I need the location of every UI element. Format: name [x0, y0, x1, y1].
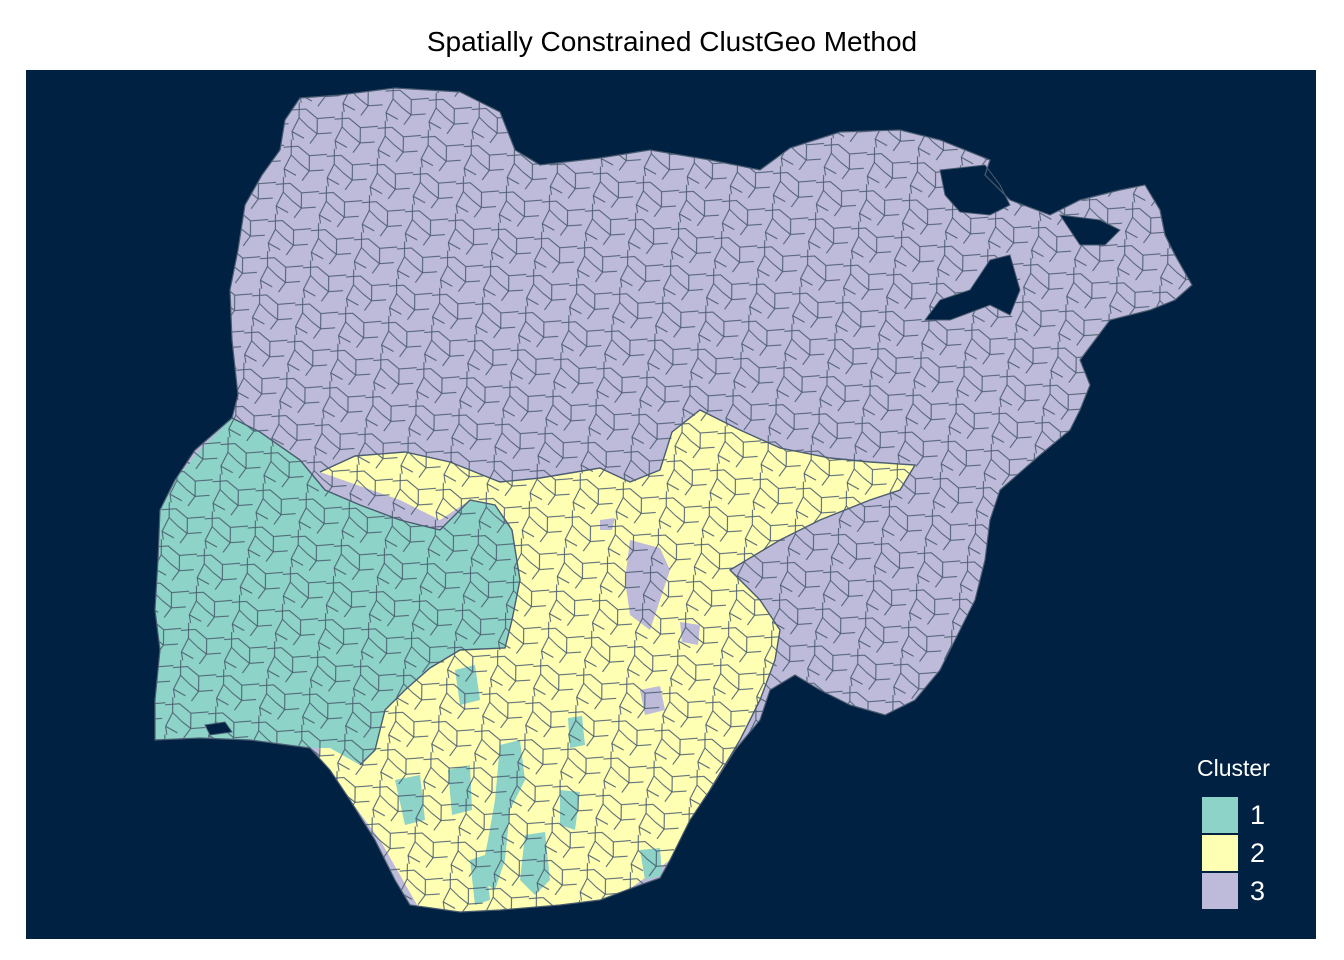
water-body	[924, 254, 1021, 321]
cluster-boundary	[319, 409, 917, 791]
legend: Cluster 1 2 3	[1190, 755, 1300, 910]
cluster-boundary	[231, 417, 521, 766]
legend-label: 1	[1250, 799, 1266, 830]
map-title: Spatially Constrained ClustGeo Method	[426, 26, 918, 57]
legend-swatch	[1202, 835, 1238, 871]
lagos-lagoon	[204, 721, 233, 736]
legend-items: 1 2 3	[1190, 796, 1300, 910]
legend-item-cluster-1: 1	[1190, 796, 1300, 834]
map-svg	[26, 70, 1316, 939]
map-panel	[26, 70, 1316, 939]
legend-swatch	[1202, 873, 1238, 909]
legend-title: Cluster	[1197, 755, 1270, 781]
water-body	[1058, 214, 1121, 246]
legend-label: 3	[1250, 875, 1266, 906]
legend-label: 2	[1250, 837, 1266, 868]
legend-item-cluster-3: 3	[1190, 872, 1300, 910]
legend-swatch	[1202, 797, 1238, 833]
legend-item-cluster-2: 2	[1190, 834, 1300, 872]
